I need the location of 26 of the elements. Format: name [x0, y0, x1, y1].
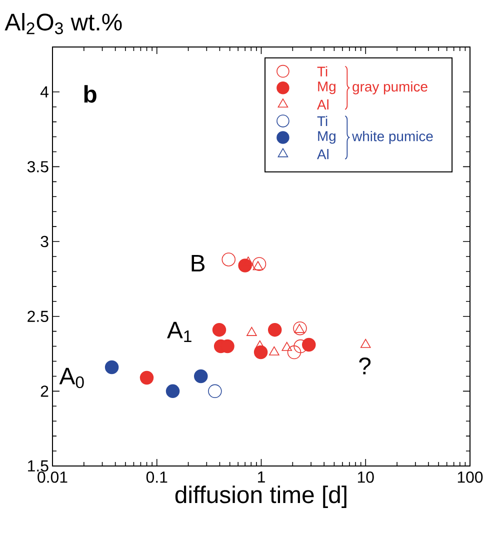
legend-label: Mg — [318, 82, 336, 94]
annotation: A$_{0}$ — [59, 368, 84, 388]
y-tick-label: 3.5 — [27, 161, 48, 172]
x-tick-label: 10 — [358, 472, 374, 483]
annotation: gray pumice — [352, 81, 428, 94]
legend-label: Ti — [317, 116, 328, 126]
y-tick-label: 2.5 — [28, 310, 48, 322]
annotation: B — [192, 254, 205, 272]
legend-label: Al — [317, 148, 328, 160]
legend-label: Al — [317, 99, 328, 110]
x-tick-label: 0.1 — [146, 472, 168, 483]
y-axis-title: Al$_{2}$O$_{3}$ wt.% — [4, 13, 122, 34]
x-tick-label: 1 — [258, 472, 265, 482]
legend-label: Ti — [317, 66, 328, 76]
y-tick-label: 1.5 — [28, 460, 48, 472]
legend-label: Mg — [318, 131, 336, 144]
x-tick-label: 100 — [458, 472, 483, 483]
annotation: white pumice — [352, 131, 433, 144]
annotation: ? — [359, 358, 371, 374]
x-axis-title: diffusion time [d] — [175, 486, 346, 508]
y-tick-label: 2 — [40, 386, 48, 397]
x-tick-label: 0.01 — [38, 472, 68, 483]
y-tick-label: 3 — [40, 236, 48, 248]
y-tick-label: 4 — [40, 86, 48, 98]
annotation: b — [84, 85, 96, 103]
annotation: A$_{1}$ — [167, 322, 192, 342]
